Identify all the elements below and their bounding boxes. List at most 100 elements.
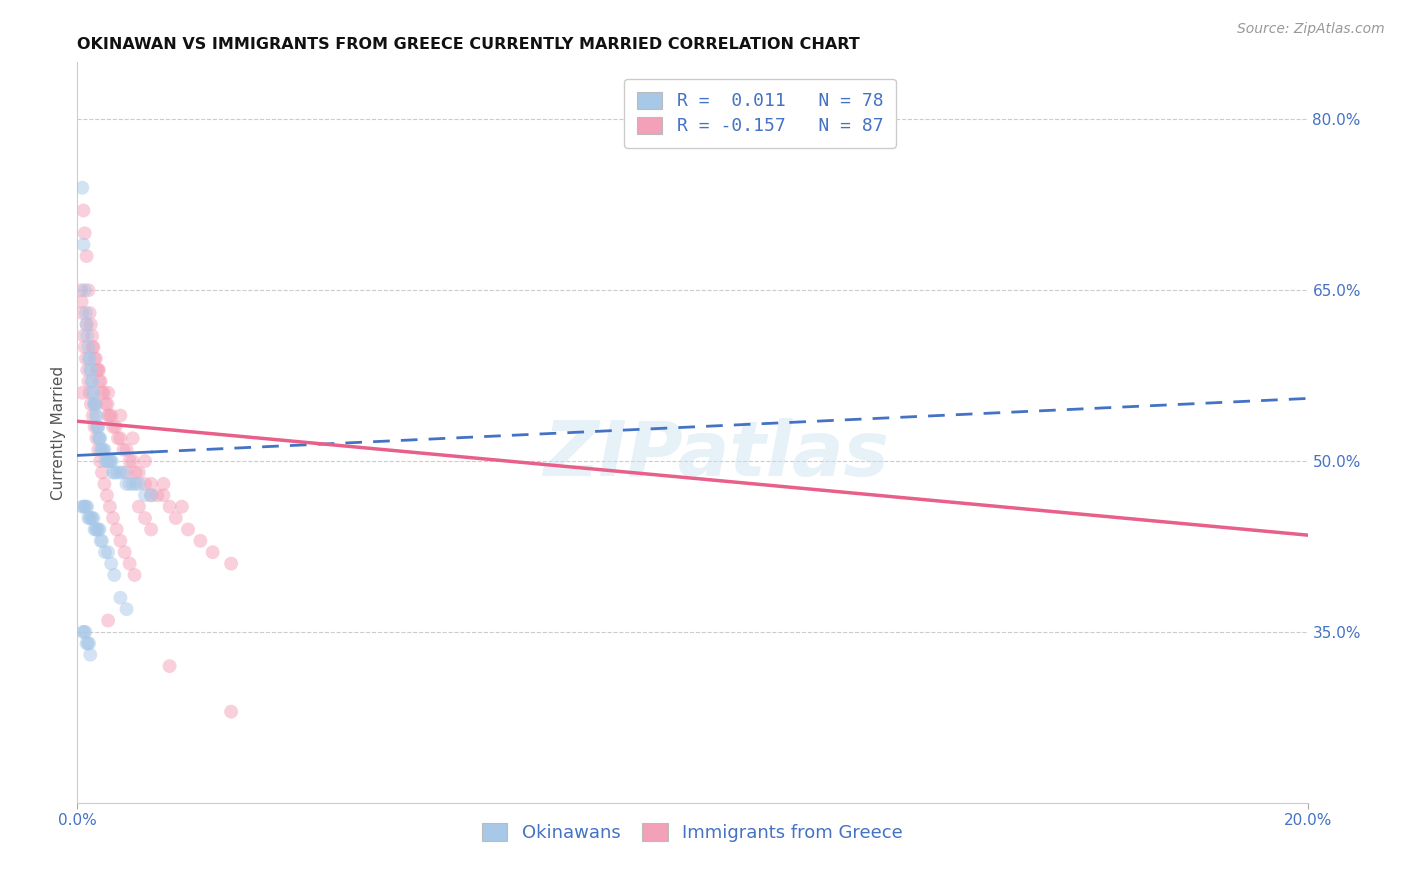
Point (93, 476, 115, 491)
Point (82, 328, 104, 343)
Point (77, 351, 100, 366)
Point (72, 237, 94, 252)
Point (121, 476, 143, 491)
Point (73, 624, 96, 639)
Point (115, 466, 138, 480)
Point (79, 511, 101, 525)
Point (75, 351, 97, 366)
Point (112, 442, 135, 457)
Point (112, 466, 135, 480)
Point (76, 500, 98, 514)
Point (90, 375, 112, 389)
Point (94, 545, 117, 559)
Point (115, 476, 138, 491)
Point (90, 442, 114, 457)
Point (77, 283, 100, 297)
Point (128, 476, 150, 491)
Point (90, 385, 114, 400)
Point (101, 454, 124, 468)
Point (104, 420, 127, 434)
Point (98, 409, 121, 423)
Point (87, 442, 110, 457)
Point (96, 488, 118, 502)
Point (79, 363, 101, 377)
Point (83, 523, 105, 537)
Point (89, 454, 111, 468)
Point (84, 523, 107, 537)
Point (134, 511, 156, 525)
Text: OKINAWAN VS IMMIGRANTS FROM GREECE CURRENTLY MARRIED CORRELATION CHART: OKINAWAN VS IMMIGRANTS FROM GREECE CURRE… (77, 37, 860, 52)
Point (76, 328, 98, 343)
Point (84, 351, 107, 366)
Point (90, 466, 114, 480)
Point (100, 409, 122, 423)
Point (97, 545, 120, 559)
Point (83, 397, 105, 411)
Point (114, 545, 136, 559)
Point (103, 466, 125, 480)
Text: ZIPatlas: ZIPatlas (544, 417, 890, 491)
Point (70, 283, 93, 297)
Point (110, 431, 132, 445)
Point (134, 476, 156, 491)
Point (70, 500, 93, 514)
Point (90, 533, 112, 548)
Point (83, 351, 105, 366)
Point (105, 466, 128, 480)
Point (82, 340, 104, 354)
Point (89, 431, 111, 445)
Point (79, 351, 101, 366)
Point (82, 385, 104, 400)
Point (90, 533, 114, 548)
Point (125, 466, 148, 480)
Point (79, 648, 101, 662)
Point (73, 283, 96, 297)
Point (118, 557, 141, 571)
Point (76, 363, 98, 377)
Point (86, 431, 108, 445)
Point (72, 624, 94, 639)
Point (96, 397, 118, 411)
Point (165, 511, 187, 525)
Point (219, 557, 242, 571)
Point (110, 466, 132, 480)
Point (82, 511, 104, 525)
Point (89, 523, 111, 537)
Point (87, 420, 110, 434)
Point (121, 454, 143, 468)
Point (101, 420, 124, 434)
Point (82, 340, 104, 354)
Point (100, 557, 122, 571)
Point (80, 511, 103, 525)
Point (101, 511, 124, 525)
Point (80, 375, 103, 389)
Point (105, 523, 128, 537)
Point (77, 511, 100, 525)
Point (87, 431, 110, 445)
Point (83, 420, 105, 434)
Point (72, 500, 94, 514)
Point (115, 602, 138, 616)
Point (128, 466, 150, 480)
Point (73, 227, 96, 241)
Point (110, 533, 132, 548)
Point (93, 442, 115, 457)
Point (110, 409, 132, 423)
Point (94, 397, 117, 411)
Point (103, 568, 125, 582)
Point (76, 636, 98, 650)
Point (125, 476, 148, 491)
Point (80, 397, 103, 411)
Point (118, 476, 141, 491)
Point (134, 488, 156, 502)
Point (84, 409, 107, 423)
Point (86, 409, 108, 423)
Point (97, 614, 120, 628)
Point (100, 454, 122, 468)
Point (76, 318, 98, 332)
Point (79, 306, 101, 320)
Point (152, 488, 174, 502)
Point (76, 318, 98, 332)
Point (141, 523, 163, 537)
Point (77, 340, 100, 354)
